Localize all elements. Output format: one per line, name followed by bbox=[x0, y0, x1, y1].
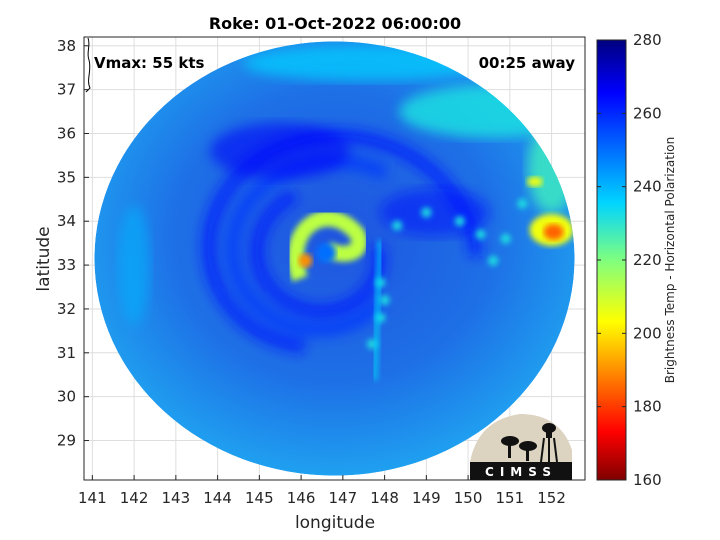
x-tick-label: 151 bbox=[496, 489, 525, 507]
y-tick-label: 36 bbox=[57, 124, 76, 142]
time-away-annotation: 00:25 away bbox=[479, 54, 576, 72]
x-tick-label: 144 bbox=[203, 489, 232, 507]
eye bbox=[315, 242, 336, 263]
x-tick-label: 143 bbox=[162, 489, 191, 507]
chart-title: Roke: 01-Oct-2022 06:00:00 bbox=[209, 14, 461, 33]
y-tick-label: 37 bbox=[57, 81, 76, 99]
y-tick-label: 38 bbox=[57, 37, 76, 55]
y-tick-label: 30 bbox=[57, 388, 76, 406]
y-tick-label: 35 bbox=[57, 168, 76, 186]
y-tick-label: 31 bbox=[57, 344, 76, 362]
x-tick-label: 142 bbox=[120, 489, 149, 507]
x-tick-label: 150 bbox=[454, 489, 483, 507]
plot-frame bbox=[83, 36, 586, 481]
warm-core-feature bbox=[298, 253, 313, 268]
colorbar-label: Brightness Temp - Horizontal Polarizatio… bbox=[663, 137, 677, 384]
colorbar-tick-label: 180 bbox=[633, 398, 662, 416]
x-tick-label: 152 bbox=[537, 489, 566, 507]
x-tick-label: 148 bbox=[370, 489, 399, 507]
cimss-logo: CIMSS bbox=[470, 414, 572, 480]
vmax-annotation: Vmax: 55 kts bbox=[94, 54, 204, 72]
colorbar-tick-label: 280 bbox=[633, 31, 662, 49]
y-tick-label: 33 bbox=[57, 256, 76, 274]
svg-text:CIMSS: CIMSS bbox=[485, 465, 557, 479]
colorbar-tick-label: 240 bbox=[633, 178, 662, 196]
colorbar-tick-label: 200 bbox=[633, 324, 662, 342]
x-tick-label: 146 bbox=[287, 489, 316, 507]
colorbar-tick-label: 260 bbox=[633, 104, 662, 122]
x-tick-label: 147 bbox=[329, 489, 358, 507]
colorbar-ticks: 160 180 200 220 240 260 280 bbox=[597, 31, 662, 489]
y-tick-label: 29 bbox=[57, 432, 76, 450]
microwave-swath bbox=[94, 41, 575, 476]
coastline bbox=[85, 37, 91, 93]
y-axis: 29 30 31 32 33 34 35 36 37 38 bbox=[57, 37, 89, 450]
colorbar bbox=[596, 39, 627, 481]
y-tick-label: 34 bbox=[57, 212, 76, 230]
eyewall-feature bbox=[287, 210, 368, 282]
x-axis: 141 142 143 144 145 146 147 148 149 150 151 152 bbox=[78, 475, 566, 507]
x-axis-label: longitude bbox=[295, 513, 375, 533]
y-tick-label: 32 bbox=[57, 300, 76, 318]
x-tick-label: 149 bbox=[412, 489, 441, 507]
x-tick-label: 141 bbox=[78, 489, 107, 507]
rainband-feature bbox=[371, 240, 384, 381]
x-tick-label: 145 bbox=[245, 489, 274, 507]
colorbar-tick-label: 220 bbox=[633, 251, 662, 269]
y-axis-label: latitude bbox=[34, 226, 54, 291]
colorbar-tick-label: 160 bbox=[633, 471, 662, 489]
